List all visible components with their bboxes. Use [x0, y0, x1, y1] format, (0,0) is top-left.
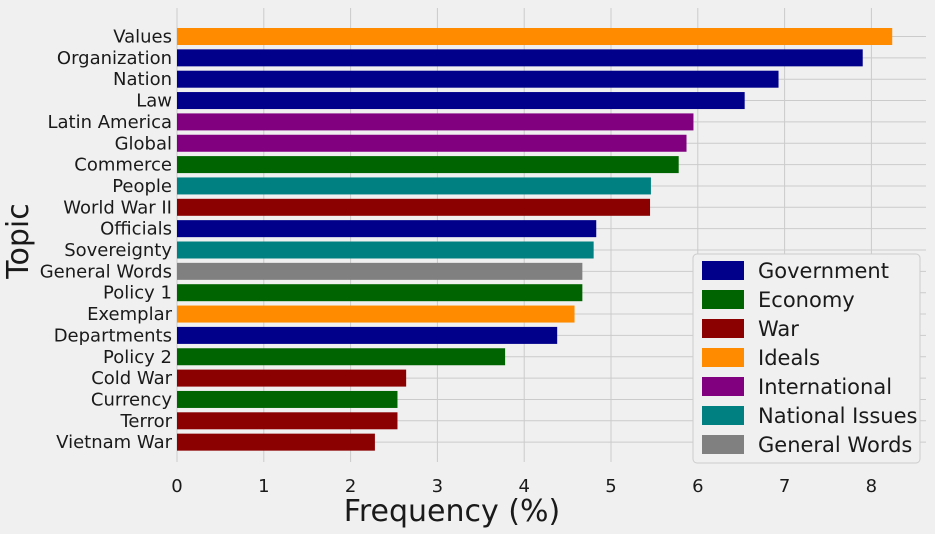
y-tick-label: Departments [54, 325, 172, 346]
y-tick-label: World War II [63, 197, 172, 218]
legend-swatch [702, 290, 744, 309]
legend-label: General Words [758, 433, 912, 457]
y-axis-title: Topic [1, 203, 36, 279]
legend-swatch [702, 406, 744, 425]
y-tick-label: Cold War [91, 368, 172, 389]
bars [177, 28, 893, 451]
y-tick-label: Organization [57, 48, 172, 69]
bar [177, 369, 407, 387]
bar [177, 156, 679, 174]
bar [177, 412, 398, 430]
legend-label: Economy [758, 288, 855, 312]
x-tick-label: 5 [605, 476, 616, 497]
legend-label: Ideals [758, 346, 820, 370]
x-tick-labels: 0 1 2 3 4 5 6 7 8 [171, 476, 877, 497]
bar [177, 177, 651, 195]
legend: Government Economy War Ideals International N… [692, 253, 921, 464]
legend-swatch [702, 261, 744, 280]
legend-label: War [758, 317, 799, 341]
legend-swatch [702, 435, 744, 454]
bar [177, 326, 558, 344]
x-tick-label: 3 [432, 476, 443, 497]
y-tick-label: People [112, 176, 172, 197]
bar [177, 134, 687, 152]
y-tick-label: Vietnam War [56, 432, 172, 453]
bar [177, 241, 594, 259]
y-tick-label: Nation [113, 69, 172, 90]
y-tick-label: Currency [91, 389, 172, 410]
y-tick-label: Exemplar [87, 304, 173, 325]
y-tick-label: Policy 2 [103, 347, 172, 368]
bar [177, 92, 745, 110]
legend-label: National Issues [758, 404, 917, 428]
y-tick-label: General Words [40, 261, 172, 282]
bar [177, 348, 506, 366]
y-tick-label: Policy 1 [103, 283, 172, 304]
x-tick-label: 0 [171, 476, 182, 497]
bar [177, 390, 398, 408]
bar [177, 198, 651, 216]
x-tick-label: 1 [258, 476, 269, 497]
legend-swatch [702, 348, 744, 367]
bar [177, 262, 583, 280]
y-tick-label: Latin America [48, 112, 173, 133]
legend-box [692, 253, 921, 464]
x-axis-title: Frequency (%) [344, 494, 560, 529]
bar [177, 305, 575, 323]
bar [177, 70, 779, 88]
y-tick-label: Sovereignty [64, 240, 172, 261]
x-tick-label: 4 [518, 476, 529, 497]
bar [177, 28, 893, 45]
bar [177, 113, 694, 131]
y-tick-label: Commerce [74, 155, 172, 176]
x-tick-label: 7 [779, 476, 790, 497]
x-tick-label: 6 [692, 476, 703, 497]
legend-label: Government [758, 259, 889, 283]
y-tick-label: Terror [119, 411, 172, 432]
x-tick-label: 8 [866, 476, 877, 497]
y-tick-label: Law [136, 91, 172, 112]
legend-swatch [702, 377, 744, 396]
x-tick-label: 2 [345, 476, 356, 497]
bar [177, 433, 375, 451]
bar [177, 220, 597, 238]
y-tick-label: Officials [100, 219, 172, 240]
bar [177, 49, 863, 67]
legend-label: International [758, 375, 892, 399]
legend-swatch [702, 319, 744, 338]
bar [177, 284, 583, 302]
y-tick-label: Values [113, 27, 172, 48]
y-tick-label: Global [115, 133, 172, 154]
